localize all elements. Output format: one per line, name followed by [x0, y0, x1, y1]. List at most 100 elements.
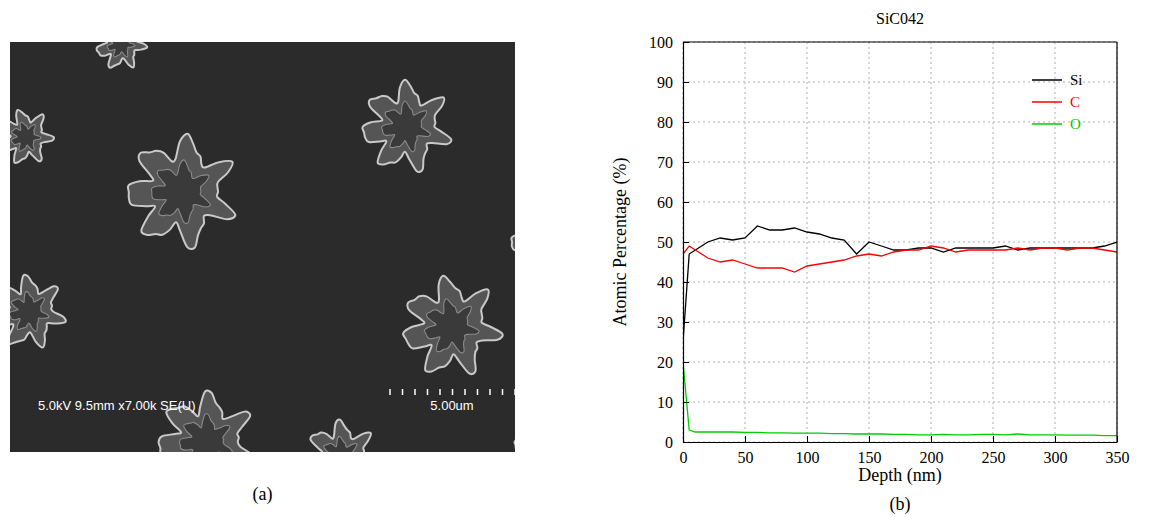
scale-bar-tick	[439, 389, 441, 395]
grid-line-y	[683, 162, 1117, 163]
tick: 50	[657, 234, 689, 251]
tick-mark	[683, 322, 689, 323]
tick-label: 60	[657, 194, 673, 211]
tick-mark	[683, 162, 689, 163]
tick-mark	[683, 362, 689, 363]
grid	[683, 42, 1117, 442]
tick-mark	[931, 436, 932, 442]
tick-mark	[683, 202, 689, 203]
tick-label: 100	[649, 34, 673, 51]
tick-mark	[745, 436, 746, 442]
tick-label: 100	[796, 449, 820, 466]
tick-mark	[683, 122, 689, 123]
sem-particle	[403, 276, 503, 374]
grid-line-y	[683, 402, 1117, 403]
grid-line-y	[683, 42, 1117, 43]
tick-mark	[683, 82, 689, 83]
plot-frame	[1116, 42, 1117, 442]
tick-label: 350	[1106, 449, 1130, 466]
sem-particle-core	[382, 101, 431, 152]
figure: 5.0kV 9.5mm x7.00k SE(U) 5.00um (a) 0 50 100 1…	[0, 0, 1150, 517]
tick-label: 50	[738, 449, 754, 466]
sem-particle-core	[151, 160, 210, 223]
tick: 0	[665, 434, 689, 451]
sem-particle-core	[321, 436, 360, 452]
sem-particle-core	[179, 414, 232, 452]
sem-image	[10, 42, 515, 452]
x-axis-title: Depth (nm)	[858, 465, 941, 486]
x-axis: 050100150200250300350	[680, 436, 1130, 466]
tick-label: 150	[858, 449, 882, 466]
sem-scale-bar	[390, 389, 515, 395]
tick: 40	[657, 274, 689, 291]
sem-particle-core	[424, 299, 479, 353]
sem-particle	[10, 110, 54, 163]
sem-particle	[514, 414, 515, 452]
tick: 60	[657, 194, 689, 211]
grid-line-y	[683, 202, 1117, 203]
panel-label: (a)	[253, 484, 273, 505]
tick-label: 250	[982, 449, 1006, 466]
tick: 150	[858, 436, 882, 466]
series-line	[683, 246, 1117, 272]
legend-label: Si	[1070, 72, 1083, 88]
legend-label: C	[1070, 94, 1080, 110]
sem-particle	[97, 42, 148, 68]
sem-background	[10, 42, 515, 452]
chart-title: SiC042	[876, 10, 924, 27]
y-axis: 0 10 20 30 40 50 60 70 80 90 100	[649, 34, 689, 451]
tick-mark	[869, 436, 870, 442]
plot-frame	[683, 41, 1117, 42]
grid-line-x	[1117, 42, 1118, 442]
scale-bar-tick	[477, 389, 479, 395]
tick-label: 30	[657, 314, 673, 331]
tick: 80	[657, 114, 689, 131]
scale-bar-tick	[514, 389, 516, 395]
scale-bar-tick	[502, 389, 504, 395]
grid-line-x	[931, 42, 932, 442]
tick: 20	[657, 354, 689, 371]
scale-bar-tick	[402, 389, 404, 395]
tick-mark	[807, 436, 808, 442]
tick-label: 80	[657, 114, 673, 131]
grid-line-x	[807, 42, 808, 442]
sem-scale-text: 5.00um	[430, 398, 473, 413]
sem-particle	[128, 134, 235, 249]
sem-particle	[306, 420, 378, 452]
tick-label: 10	[657, 394, 673, 411]
scale-bar-tick	[464, 389, 466, 395]
legend: Si CO	[1032, 72, 1083, 132]
sem-particle-core	[10, 292, 49, 332]
tick: 30	[657, 314, 689, 331]
tick-label: 20	[657, 354, 673, 371]
scale-bar-tick	[389, 389, 391, 395]
legend-swatch	[1032, 123, 1062, 125]
tick: 70	[657, 154, 689, 171]
tick-mark	[1055, 436, 1056, 442]
plot-lines	[683, 226, 1117, 436]
grid-line-y	[683, 242, 1117, 243]
tick-label: 0	[665, 434, 673, 451]
tick: 10	[657, 394, 689, 411]
scale-bar-tick	[427, 389, 429, 395]
tick: 90	[657, 74, 689, 91]
sem-particle-core	[107, 42, 135, 57]
series-line	[683, 226, 1117, 342]
sem-particle-core	[11, 122, 41, 151]
tick-label: 40	[657, 274, 673, 291]
tick: 200	[920, 436, 944, 466]
panel-label: (b)	[890, 494, 911, 515]
scale-bar-tick	[489, 389, 491, 395]
sem-particle	[511, 204, 515, 279]
grid-line-y	[683, 442, 1117, 443]
tick-label: 200	[920, 449, 944, 466]
tick-label: 70	[657, 154, 673, 171]
sem-info-text: 5.0kV 9.5mm x7.00k SE(U)	[38, 398, 196, 413]
scale-bar-tick	[452, 389, 454, 395]
series-line	[683, 362, 1117, 436]
legend-swatch	[1032, 79, 1062, 81]
axis-line	[684, 442, 1118, 443]
legend-label: O	[1070, 116, 1081, 132]
tick-mark	[683, 402, 689, 403]
grid-line-y	[683, 282, 1117, 283]
